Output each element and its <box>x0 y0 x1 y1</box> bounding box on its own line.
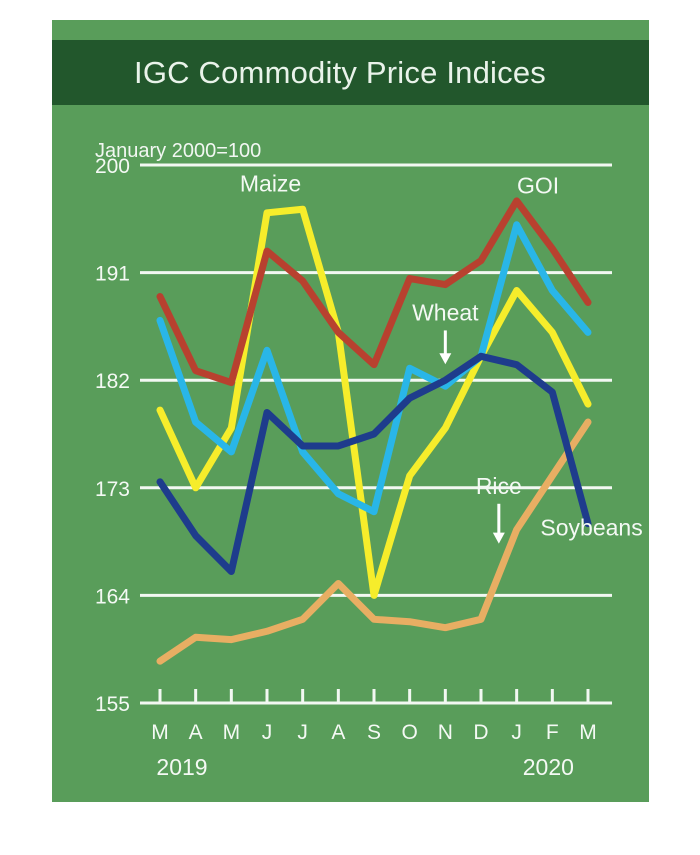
year-labels-group: 2019 2020 <box>156 754 574 780</box>
year-label: 2020 <box>523 754 574 780</box>
x-axis-tick-label: M <box>579 721 597 744</box>
x-axis-tick-label: A <box>331 721 345 744</box>
gridlines-group <box>140 163 612 705</box>
page-title: IGC Commodity Price Indices <box>134 54 546 90</box>
data-series-group <box>156 197 592 665</box>
series-annotations-group: Maize GOI Wheat Rice Soybeans <box>240 170 643 544</box>
series-annotation-rice: Rice <box>476 473 522 499</box>
x-axis-tick-label: N <box>438 721 453 744</box>
x-axis-ticks-group <box>158 689 590 703</box>
x-axis-tick-label: F <box>546 721 559 744</box>
y-axis-tick-label: 155 <box>95 693 130 716</box>
series-line-rice <box>156 418 592 665</box>
x-axis-tick-label: O <box>401 721 417 744</box>
y-axis-labels-group: 155 164 173 182 191 200 <box>95 155 130 716</box>
series-annotation-maize: Maize <box>240 170 301 196</box>
chart-title-bar: IGC Commodity Price Indices <box>52 40 649 105</box>
x-axis-tick-label: J <box>297 721 308 744</box>
annotation-arrow-head <box>492 532 505 544</box>
series-line-maize <box>156 205 592 599</box>
x-axis-tick-label: J <box>511 721 521 744</box>
series-annotation-soybeans: Soybeans <box>540 515 642 541</box>
chart-card: IGC Commodity Price Indices January 2000… <box>52 20 649 802</box>
x-axis-tick-label: D <box>473 721 488 744</box>
annotation-arrow-head <box>439 353 452 365</box>
x-axis-tick-label: M <box>223 721 241 744</box>
x-axis-tick-label: S <box>367 721 381 744</box>
series-annotation-goi: GOI <box>517 173 559 199</box>
chart-subtitle: January 2000=100 <box>95 140 262 162</box>
y-axis-tick-label: 164 <box>95 585 130 608</box>
series-line-wheat <box>156 221 592 516</box>
year-label: 2019 <box>156 754 207 780</box>
series-line-soybeans <box>156 352 592 575</box>
y-axis-tick-label: 182 <box>95 370 130 393</box>
y-axis-tick-label: 200 <box>95 155 130 178</box>
series-line-goi <box>156 197 592 387</box>
x-axis-tick-label: M <box>151 721 169 744</box>
x-axis-tick-label: A <box>189 721 203 744</box>
series-annotation-wheat: Wheat <box>412 299 479 325</box>
x-axis-tick-label: J <box>262 721 273 744</box>
y-axis-tick-label: 173 <box>95 478 130 501</box>
y-axis-tick-label: 191 <box>95 263 130 286</box>
